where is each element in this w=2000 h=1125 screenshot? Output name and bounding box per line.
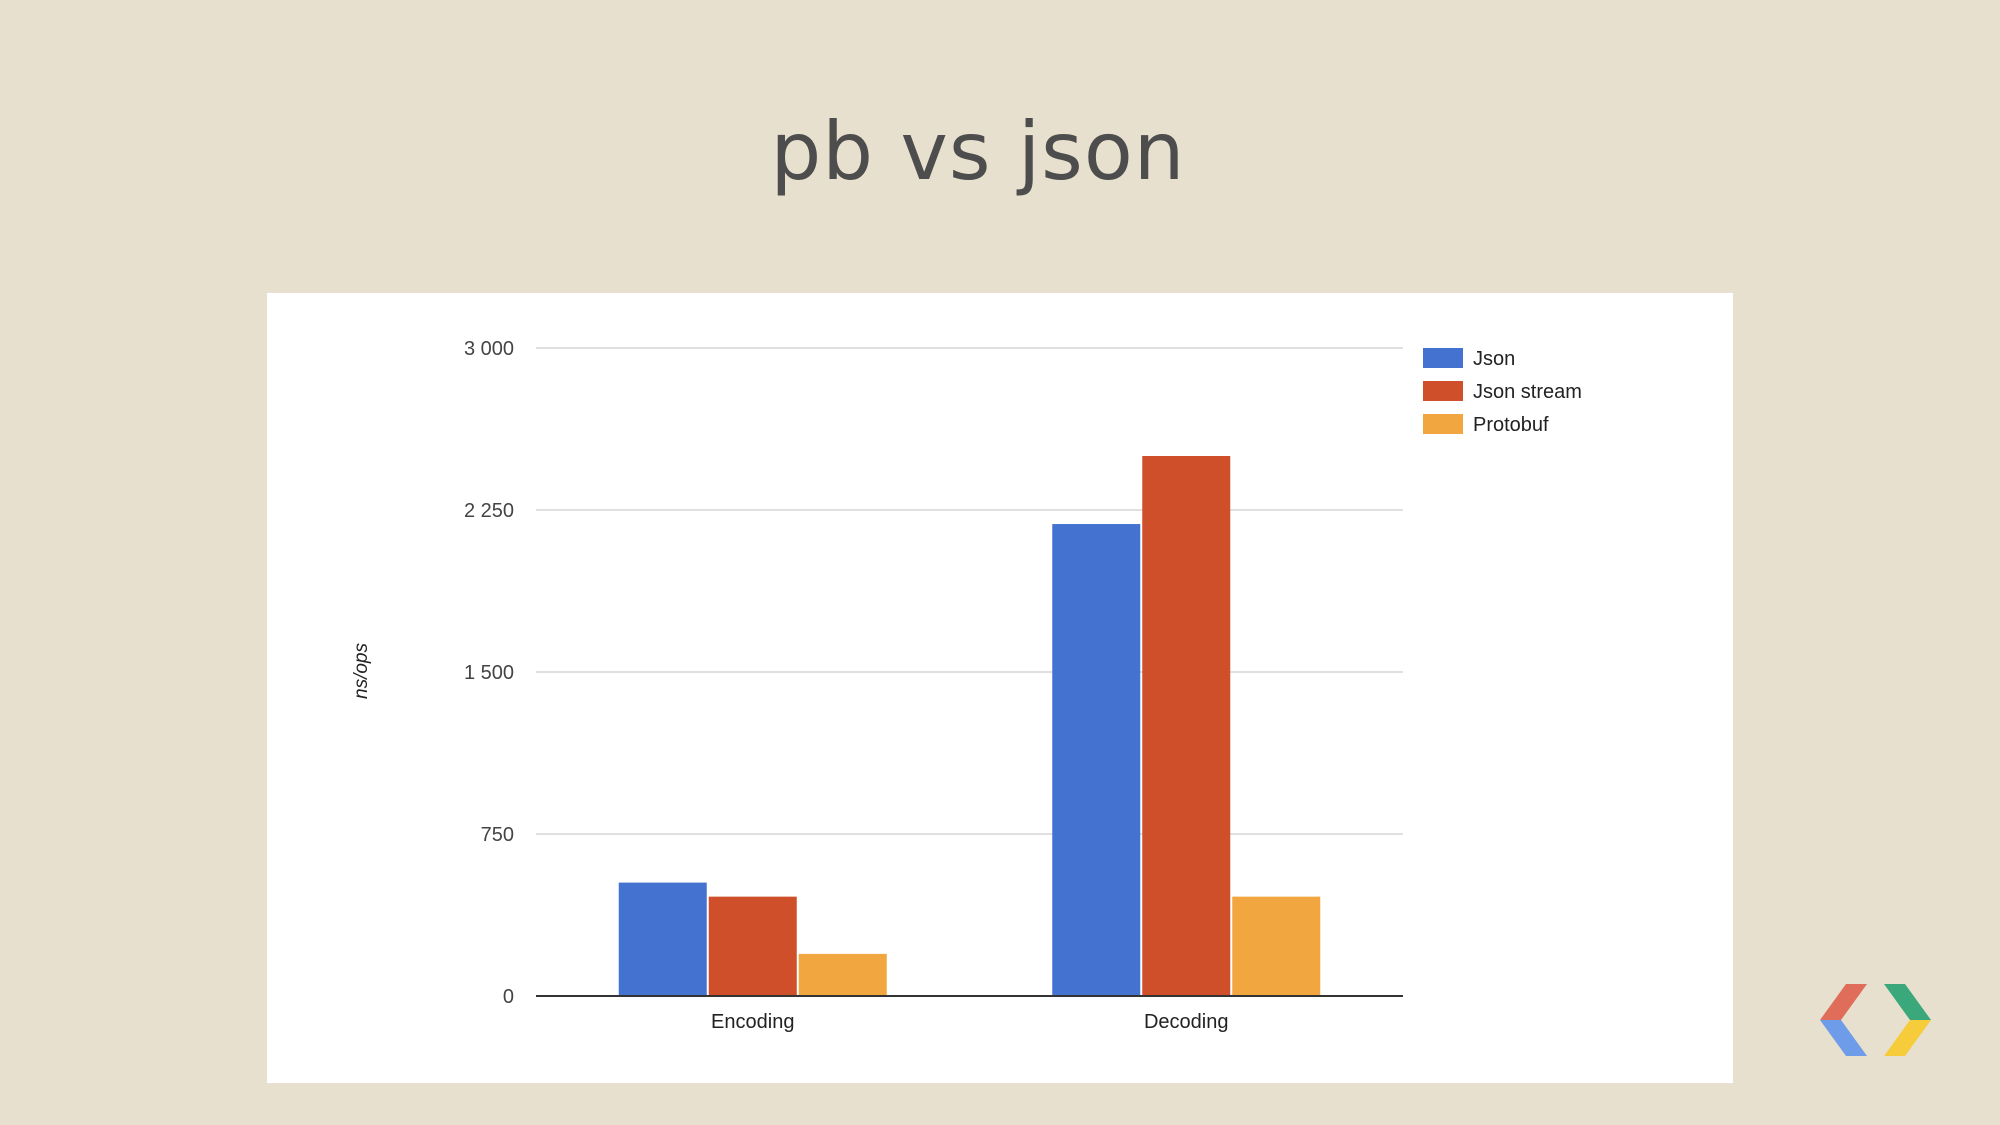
legend-label: Protobuf: [1473, 414, 1549, 436]
bar-chart: 0 750 1 500 2 250 3 000 Encoding Decoding ns/o…: [351, 338, 1582, 1033]
bars: [618, 456, 1321, 996]
legend: Json Json stream Protobuf: [1423, 348, 1582, 436]
legend-swatch: [1423, 381, 1463, 401]
legend-label: Json: [1473, 348, 1515, 370]
bar-protobuf-decoding: [1232, 896, 1321, 996]
y-axis-title: ns/ops: [351, 643, 372, 699]
x-category-label: Encoding: [711, 1011, 794, 1033]
legend-label: Json stream: [1473, 381, 1582, 403]
bar-json-stream-encoding: [708, 896, 797, 996]
legend-swatch: [1423, 348, 1463, 368]
y-tick-label: 750: [481, 824, 514, 846]
y-tick-label: 0: [503, 986, 514, 1008]
y-tick-label: 3 000: [464, 338, 514, 360]
bar-protobuf-encoding: [798, 953, 887, 996]
bar-json-decoding: [1052, 524, 1141, 996]
y-tick-label: 2 250: [464, 500, 514, 522]
slide-title: pb vs json: [770, 105, 1186, 198]
logo-right-chevron-top: [1884, 984, 1931, 1020]
google-developers-logo: [1820, 984, 1931, 1056]
bar-json-stream-decoding: [1142, 456, 1231, 996]
legend-swatch: [1423, 414, 1463, 434]
gridlines: [536, 347, 1403, 835]
logo-left-chevron-bottom: [1820, 1020, 1867, 1056]
axes: 0 750 1 500 2 250 3 000 Encoding Decoding: [464, 338, 1403, 1033]
logo-left-chevron-top: [1820, 984, 1867, 1020]
chart-panel: 0 750 1 500 2 250 3 000 Encoding Decoding ns/o…: [267, 293, 1733, 1083]
y-tick-label: 1 500: [464, 662, 514, 684]
x-category-label: Decoding: [1144, 1011, 1229, 1033]
bar-json-encoding: [618, 882, 707, 996]
logo-right-chevron-bottom: [1884, 1020, 1931, 1056]
